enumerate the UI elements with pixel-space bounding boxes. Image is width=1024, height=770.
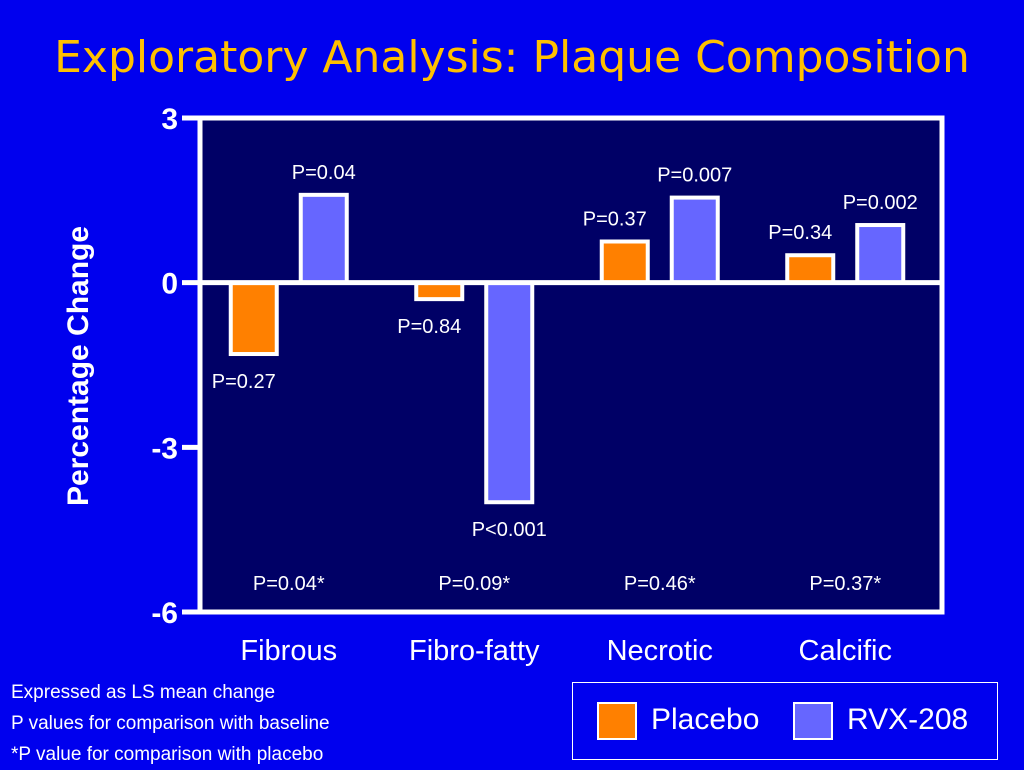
bar-rvx208 [298,192,349,285]
bar-p-value-label: P=0.34 [768,222,832,244]
comparison-p-value-label: P=0.37* [809,573,881,595]
bar-rvx208 [855,223,906,285]
y-tick-label: -6 [151,597,178,630]
plot-area [197,115,945,615]
legend-swatch-rvx208 [793,702,833,740]
y-tick-label: 0 [161,268,178,301]
comparison-p-value-label: P=0.46* [624,573,696,595]
comparison-p-value-label: P=0.09* [438,573,510,595]
slide-title: Exploratory Analysis: Plaque Composition [54,32,970,83]
bar-placebo [599,239,650,285]
x-category-label: Fibrous [240,635,337,667]
bar-p-value-label: P=0.37 [583,209,647,231]
footnote: P values for comparison with baseline [11,713,330,734]
y-axis-label: Percentage Change [62,226,95,506]
x-category-label: Calcific [799,635,892,667]
footnotes: Expressed as LS mean change P values for… [11,677,330,770]
comparison-p-value-label: P=0.04* [253,573,325,595]
bar-rvx208 [669,195,720,285]
y-tick-label: 3 [161,103,178,136]
bar-placebo [228,280,279,357]
bar-p-value-label: P=0.84 [397,316,461,338]
legend-swatch-placebo [597,702,637,740]
bar-rvx208 [484,280,535,505]
footnote: *P value for comparison with placebo [11,744,324,765]
bar-chart: 3 0 -3 -6 P=0.27 P=0.04 P=0.04* Fibrous P=0.84 P… [62,103,945,667]
legend: Placebo RVX-208 [572,682,998,760]
y-tick-label: -3 [151,432,178,465]
footnote: Expressed as LS mean change [11,682,276,703]
bar-p-value-label: P<0.001 [472,519,547,541]
x-category-label: Necrotic [607,635,713,667]
legend-label-rvx208: RVX-208 [847,703,969,736]
bar-p-value-label: P=0.002 [843,192,918,214]
bar-p-value-label: P=0.27 [212,371,276,393]
bar-p-value-label: P=0.04 [292,162,356,184]
bar-placebo [785,253,836,285]
x-category-label: Fibro-fatty [409,635,540,667]
legend-label-placebo: Placebo [651,703,760,736]
bar-p-value-label: P=0.007 [657,165,732,187]
